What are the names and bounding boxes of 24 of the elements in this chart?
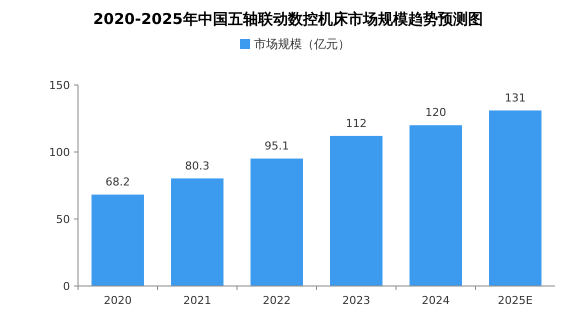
data-label: 68.2 [106, 176, 130, 189]
y-tick-label: 0 [63, 280, 70, 293]
x-tick-label: 2021 [183, 294, 212, 307]
y-tick-label: 50 [56, 213, 70, 226]
bar [330, 136, 382, 286]
chart-title: 2020-2025年中国五轴联动数控机床市场规模趋势预测图 [93, 10, 483, 28]
bar [250, 158, 303, 286]
y-tick-label: 100 [49, 146, 70, 159]
bar [489, 110, 542, 286]
bar [410, 125, 462, 286]
legend-label: 市场规模（亿元） [254, 37, 350, 51]
x-tick-label: 2020 [104, 294, 132, 307]
x-tick-label: 2023 [342, 294, 370, 307]
x-tick-label: 2025E [498, 294, 533, 307]
data-label: 95.1 [264, 140, 289, 153]
bar [92, 194, 144, 286]
x-tick-label: 2024 [422, 294, 450, 307]
data-label: 120 [425, 106, 446, 120]
data-label: 80.3 [185, 159, 210, 172]
data-label: 112 [346, 116, 367, 130]
x-tick-label: 2022 [262, 294, 291, 307]
bar [171, 178, 224, 286]
y-tick-label: 150 [49, 79, 70, 92]
data-label: 131 [504, 91, 526, 104]
